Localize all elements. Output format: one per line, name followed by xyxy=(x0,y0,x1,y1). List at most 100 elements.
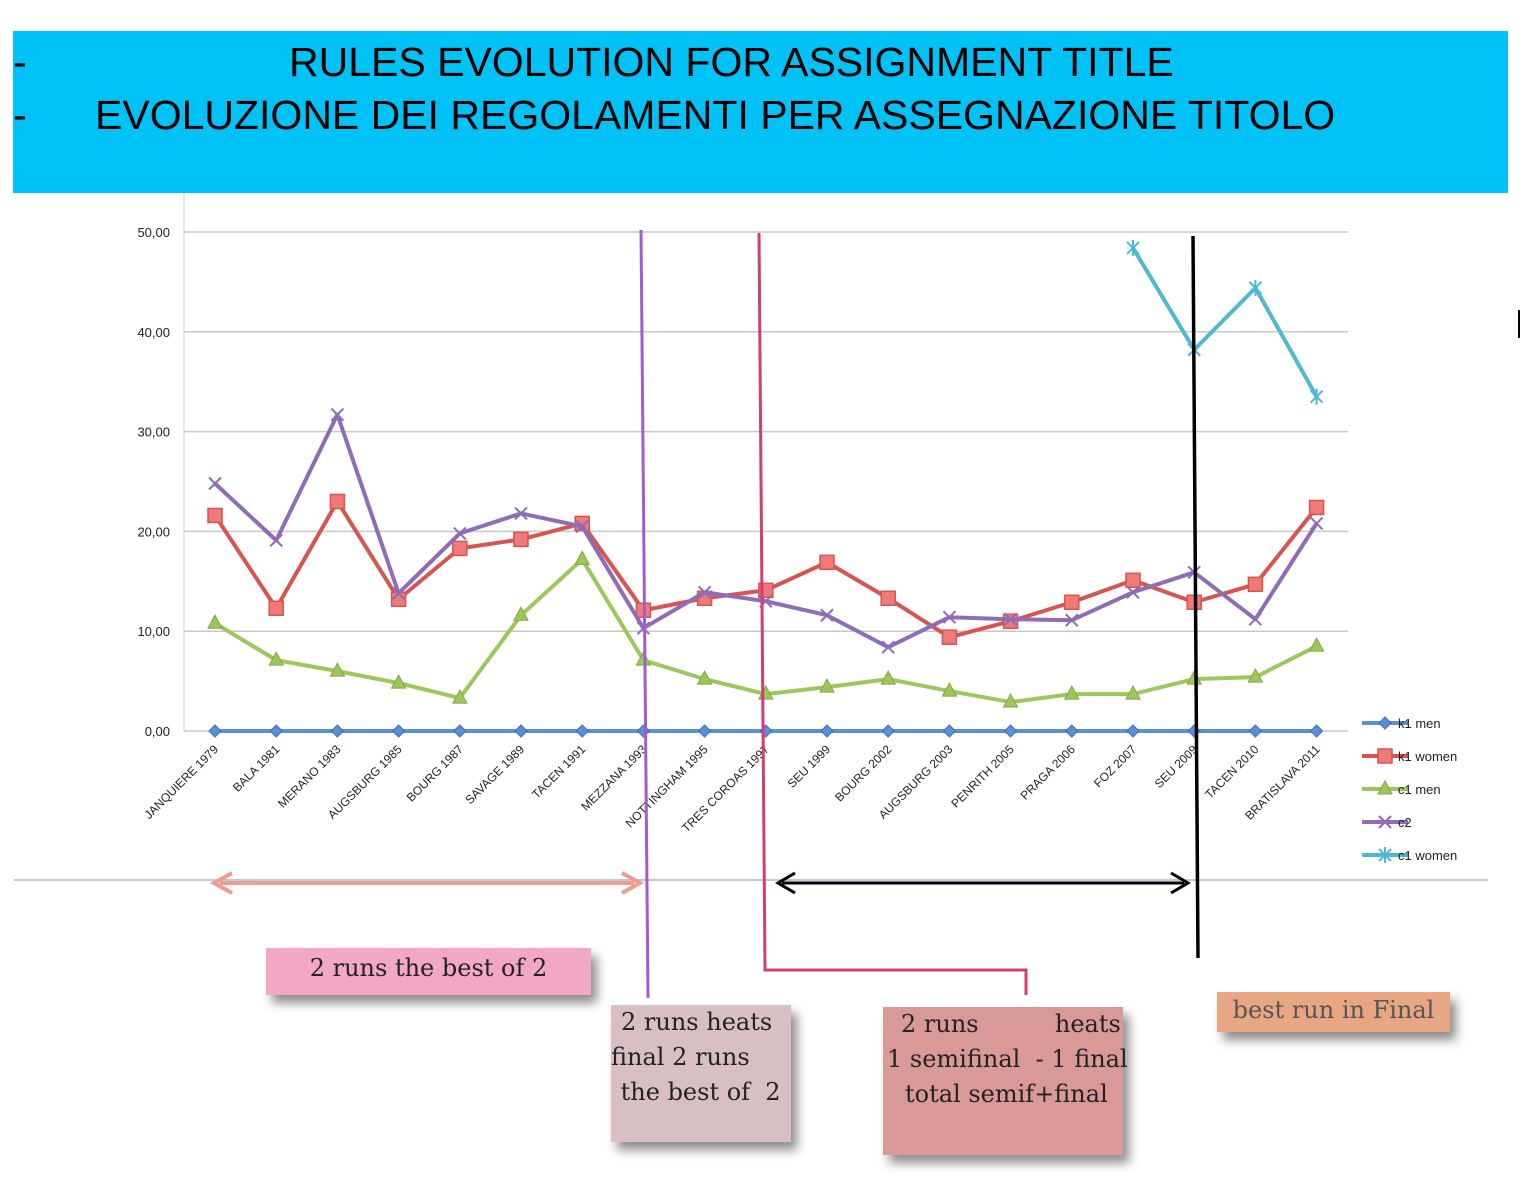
annotation-heats-final-line: final 2 runs xyxy=(611,1043,750,1071)
data-point-c1-men xyxy=(635,651,652,666)
x-tick-label: SEU 2009 xyxy=(1152,742,1201,791)
data-point-c2-stroke xyxy=(269,533,283,548)
data-point-c2 xyxy=(1248,612,1263,626)
legend-label: c1 men xyxy=(1398,782,1441,797)
legend-swatch-marker xyxy=(1378,815,1392,829)
data-point-k1-men xyxy=(881,724,895,738)
series-k1-women xyxy=(207,493,1325,645)
series-k1-men xyxy=(208,724,1324,738)
legend-label: k1 women xyxy=(1398,749,1457,764)
data-point-c1-men xyxy=(1308,637,1325,652)
data-point-c1-men xyxy=(941,682,958,697)
data-point-c2 xyxy=(208,476,222,491)
data-point-c2-stroke xyxy=(330,407,345,422)
text-cursor xyxy=(1518,310,1520,338)
data-point-k1-women xyxy=(1125,572,1141,589)
data-point-k1-women xyxy=(1247,576,1264,593)
data-point-k1-men xyxy=(514,724,528,738)
data-point-k1-men xyxy=(636,724,651,738)
data-point-k1-women xyxy=(513,531,529,548)
title-line-1-text: RULES EVOLUTION FOR ASSIGNMENT TITLE xyxy=(289,39,1174,85)
annotation-best-of-2-text: 2 runs the best of 2 xyxy=(309,954,548,982)
x-tick-label: PENRITH 2005 xyxy=(948,742,1017,811)
data-point-k1-men xyxy=(1187,724,1201,738)
y-tick-label: 0,00 xyxy=(145,724,170,739)
x-tick-label: MERANO 1983 xyxy=(275,742,344,811)
annotation-heats-final: 2 runs heats final 2 runs the best of 2 xyxy=(611,1005,791,1142)
data-point-c1-men xyxy=(268,651,285,666)
data-point-c2-stroke xyxy=(453,526,467,541)
x-tick-label: TACEN 2010 xyxy=(1202,742,1261,801)
legend-label: k1 men xyxy=(1398,716,1441,731)
title-line-1-dash: - xyxy=(13,39,27,85)
data-point-k1-women xyxy=(268,600,284,616)
annotation-semifinal-line: 2 runs heats xyxy=(901,1010,1121,1038)
data-point-c1-men xyxy=(1125,685,1141,700)
data-point-c2-stroke xyxy=(942,610,957,624)
data-point-c1-men xyxy=(574,550,591,565)
data-point-c1-women xyxy=(1248,279,1263,296)
legend-entry: c1 women xyxy=(1362,847,1457,863)
x-tick-label: SEU 1999 xyxy=(785,742,834,791)
data-point-c2 xyxy=(575,519,589,534)
legend-entry: k1 women xyxy=(1362,748,1457,764)
series-line-c1-women xyxy=(1131,246,1319,398)
data-point-c2-stroke xyxy=(1309,516,1324,531)
period-arrow-2-right-head xyxy=(1170,871,1191,895)
data-point-c1-men xyxy=(819,678,835,693)
data-point-c2-stroke xyxy=(1003,612,1018,626)
data-point-c1-men xyxy=(451,689,468,704)
annotation-best-run-final: best run in Final xyxy=(1217,992,1450,1032)
data-point-c1-men xyxy=(207,614,223,629)
y-tick-label: 20,00 xyxy=(137,524,170,539)
data-point-c1-men xyxy=(880,670,897,685)
series-line-k1-women xyxy=(213,499,1319,640)
y-tick-label: 40,00 xyxy=(137,325,170,340)
title-banner: - RULES EVOLUTION FOR ASSIGNMENT TITLE -… xyxy=(13,31,1508,193)
x-tick-label: BOURG 2002 xyxy=(832,742,894,804)
data-point-k1-men xyxy=(330,724,345,738)
data-point-k1-men xyxy=(820,724,834,738)
data-point-k1-men xyxy=(391,724,406,738)
data-point-c2-stroke xyxy=(391,586,406,600)
data-point-c1-men xyxy=(1002,693,1019,708)
data-point-k1-men xyxy=(208,724,222,738)
data-point-k1-women xyxy=(1064,594,1080,611)
data-point-c2 xyxy=(391,586,406,600)
data-point-k1-men xyxy=(942,724,957,738)
data-point-k1-men xyxy=(1248,724,1263,738)
title-line-2-dash: - xyxy=(13,92,27,138)
data-point-k1-men xyxy=(269,724,283,738)
data-point-c2 xyxy=(881,640,895,654)
data-point-k1-men xyxy=(1065,724,1079,738)
data-point-k1-women xyxy=(941,629,958,645)
legend-label: c2 xyxy=(1398,815,1412,830)
data-point-c1-men xyxy=(1063,685,1080,700)
annotation-best-of-2: 2 runs the best of 2 xyxy=(266,948,591,995)
period-arrow-2-left-head xyxy=(775,871,796,895)
data-point-k1-women xyxy=(1308,499,1325,516)
data-point-k1-women xyxy=(819,554,835,571)
annotation-semifinal-final: 2 runs heats 1 semifinal - 1 final total… xyxy=(883,1007,1128,1155)
data-point-c1-men xyxy=(513,606,529,621)
data-point-c2 xyxy=(697,585,712,599)
data-point-k1-women xyxy=(452,540,468,557)
period-arrow-1-right-head xyxy=(621,871,645,895)
data-point-k1-men xyxy=(1126,724,1140,738)
y-tick-label: 10,00 xyxy=(137,624,170,639)
x-tick-label: TACEN 1991 xyxy=(529,742,588,801)
data-point-c2 xyxy=(330,407,345,422)
annotation-heats-final-line: the best of 2 xyxy=(613,1078,781,1106)
data-point-c2-stroke xyxy=(1065,613,1079,627)
x-tick-label: PRAGA 2006 xyxy=(1018,742,1079,803)
series-c2 xyxy=(208,407,1324,654)
data-point-c2-stroke xyxy=(881,640,895,654)
data-point-c2 xyxy=(1065,613,1079,627)
data-point-c2-stroke xyxy=(575,519,589,534)
data-point-k1-men xyxy=(575,724,589,738)
data-point-k1-men xyxy=(1003,724,1018,738)
data-point-c2 xyxy=(269,533,283,548)
series-c1-women xyxy=(1126,239,1324,405)
legend-swatch-marker xyxy=(1377,779,1393,795)
